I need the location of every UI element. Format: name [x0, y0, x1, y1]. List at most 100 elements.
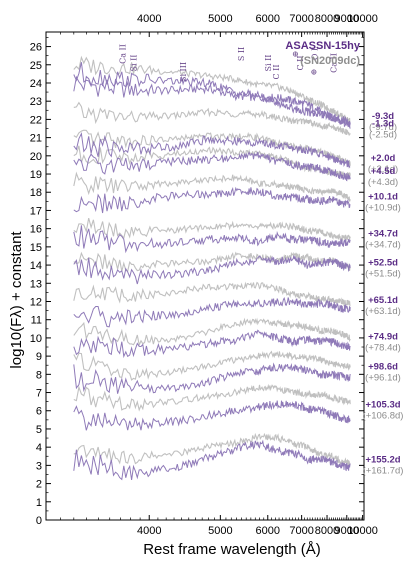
line-id-label: ⊕ — [291, 51, 300, 58]
y-tick-label: 18 — [30, 187, 42, 199]
line-id-label: Ca II — [119, 44, 128, 64]
y-tick-label: 8 — [36, 369, 42, 381]
y-tick-label: 11 — [31, 315, 42, 327]
main-spectrum-line — [73, 225, 351, 254]
comparison-epoch-label: (+78.4d) — [365, 342, 401, 353]
y-tick-label: 14 — [30, 260, 42, 272]
comparison-epoch-label: (+63.1d) — [365, 306, 401, 317]
legend-entry-main: ASASSN-15hy — [285, 40, 360, 52]
comparison-epoch-label: (+10.9d) — [365, 202, 401, 213]
comparison-epoch-label: (+4.3d) — [368, 177, 398, 188]
plot-border — [45, 31, 365, 521]
epoch-label: +105.3d — [365, 400, 400, 411]
x-tick-label-bottom: 9000 — [335, 525, 359, 537]
comparison-epoch-label: (+106.8d) — [363, 411, 404, 422]
x-tick-label-top: 6000 — [256, 13, 280, 25]
x-axis-label: Rest frame wavelength (Å) — [143, 541, 321, 558]
epoch-label: +10.1d — [368, 191, 398, 202]
x-tick-label-top: 4000 — [137, 13, 161, 25]
x-tick-label-top: 9000 — [335, 13, 359, 25]
y-tick-label: 19 — [30, 169, 42, 181]
main-spectrum-line — [73, 75, 351, 126]
comparison-epoch-label: (+161.7d) — [363, 465, 404, 476]
x-tick-label-bottom: 5000 — [208, 525, 232, 537]
main-spectrum-line — [73, 255, 351, 285]
y-tick-label: 23 — [30, 96, 42, 108]
comparison-epoch-label: (-9.7d) — [369, 122, 397, 133]
main-spectrum-line — [73, 62, 351, 129]
line-id-label: Si III — [179, 62, 188, 82]
x-tick-label-bottom: 10000 — [347, 525, 378, 537]
epoch-label: +98.6d — [368, 362, 398, 373]
y-tick-label: 5 — [36, 424, 42, 436]
comparison-spectrum-line — [73, 217, 351, 242]
y-tick-label: 1 — [36, 497, 42, 509]
line-id-label: C II — [296, 56, 305, 71]
comparison-spectrum-line — [73, 432, 351, 467]
x-tick-label-top: 5000 — [208, 13, 232, 25]
y-tick-label: 25 — [30, 60, 42, 72]
comparison-spectrum-line — [73, 383, 351, 412]
main-spectrum-line — [73, 297, 351, 328]
plot-frame — [45, 31, 365, 521]
y-tick-label: 4 — [36, 442, 42, 454]
comparison-epoch-label: (+2.1d) — [368, 164, 398, 175]
x-tick-label-bottom: 4000 — [137, 525, 161, 537]
comparison-epoch-label: (-2.5d) — [369, 129, 397, 140]
y-tick-label: 7 — [36, 388, 42, 400]
comparison-spectrum-line — [73, 350, 351, 381]
y-tick-label: 15 — [30, 242, 42, 254]
comparison-spectrum-line — [73, 101, 351, 137]
y-tick-label: 9 — [36, 351, 42, 363]
main-series-group — [73, 62, 351, 481]
y-tick-label: 20 — [30, 151, 42, 163]
main-spectrum-line — [73, 400, 351, 431]
y-tick-label: 26 — [30, 42, 42, 54]
y-tick-label: 6 — [36, 406, 42, 418]
main-spectrum-line — [73, 362, 351, 394]
line-id-label: O I — [311, 48, 320, 60]
x-tick-label-bottom: 6000 — [256, 525, 280, 537]
y-tick-label: 22 — [30, 114, 42, 126]
line-id-label: Si II — [129, 55, 138, 72]
epoch-label: +2.0d — [371, 153, 396, 164]
epoch-label: -1.3d — [372, 118, 394, 129]
legend: ASASSN-15hy (SN2009dc) — [285, 40, 360, 67]
comparison-epoch-label: (+51.5d) — [365, 269, 401, 280]
comparison-spectrum-line — [73, 317, 351, 347]
x-tick-label-bottom: 7000 — [289, 525, 313, 537]
y-tick-label: 13 — [30, 278, 42, 290]
comparison-epoch-label: (+34.7d) — [365, 240, 401, 251]
y-tick-label: 10 — [30, 333, 42, 345]
main-spectrum-line — [73, 329, 351, 359]
y-tick-label: 24 — [30, 78, 42, 90]
main-spectrum-line — [73, 132, 351, 169]
y-tick-label: 17 — [30, 205, 42, 217]
epoch-labels: -9.3d(-9.7d)-1.3d(-2.5d) +2.0d(+2.1d)+4.5… — [363, 111, 404, 476]
epoch-label: -9.3d — [372, 111, 394, 122]
x-tick-label-bottom: 8000 — [315, 525, 339, 537]
x-tick-label-top: 10000 — [347, 13, 378, 25]
epoch-label: +34.7d — [368, 229, 398, 240]
main-spectrum-line — [73, 151, 351, 182]
y-tick-label: 12 — [30, 296, 42, 308]
line-id-label: C II — [272, 65, 281, 80]
comparison-spectrum-line — [73, 171, 351, 202]
line-id-label: Si II — [264, 55, 273, 72]
x-tick-label-top: 8000 — [315, 13, 339, 25]
comparison-spectrum-line — [73, 55, 351, 125]
x-tick-label-top: 7000 — [289, 13, 313, 25]
line-id-label: S II — [237, 47, 246, 61]
legend-entry-comparison: (SN2009dc) — [300, 55, 360, 67]
axis-ticks: 4000400050005000600060007000700080008000… — [30, 13, 378, 537]
epoch-label: +74.9d — [368, 331, 398, 342]
epoch-label: +52.5d — [368, 258, 398, 269]
epoch-label: +4.5d — [371, 166, 396, 177]
comparison-spectrum-line — [73, 251, 351, 272]
line-id-label: ⊕ — [309, 69, 318, 76]
main-spectrum-line — [73, 186, 351, 214]
y-tick-label: 21 — [30, 133, 42, 145]
epoch-label: +65.1d — [368, 295, 398, 306]
